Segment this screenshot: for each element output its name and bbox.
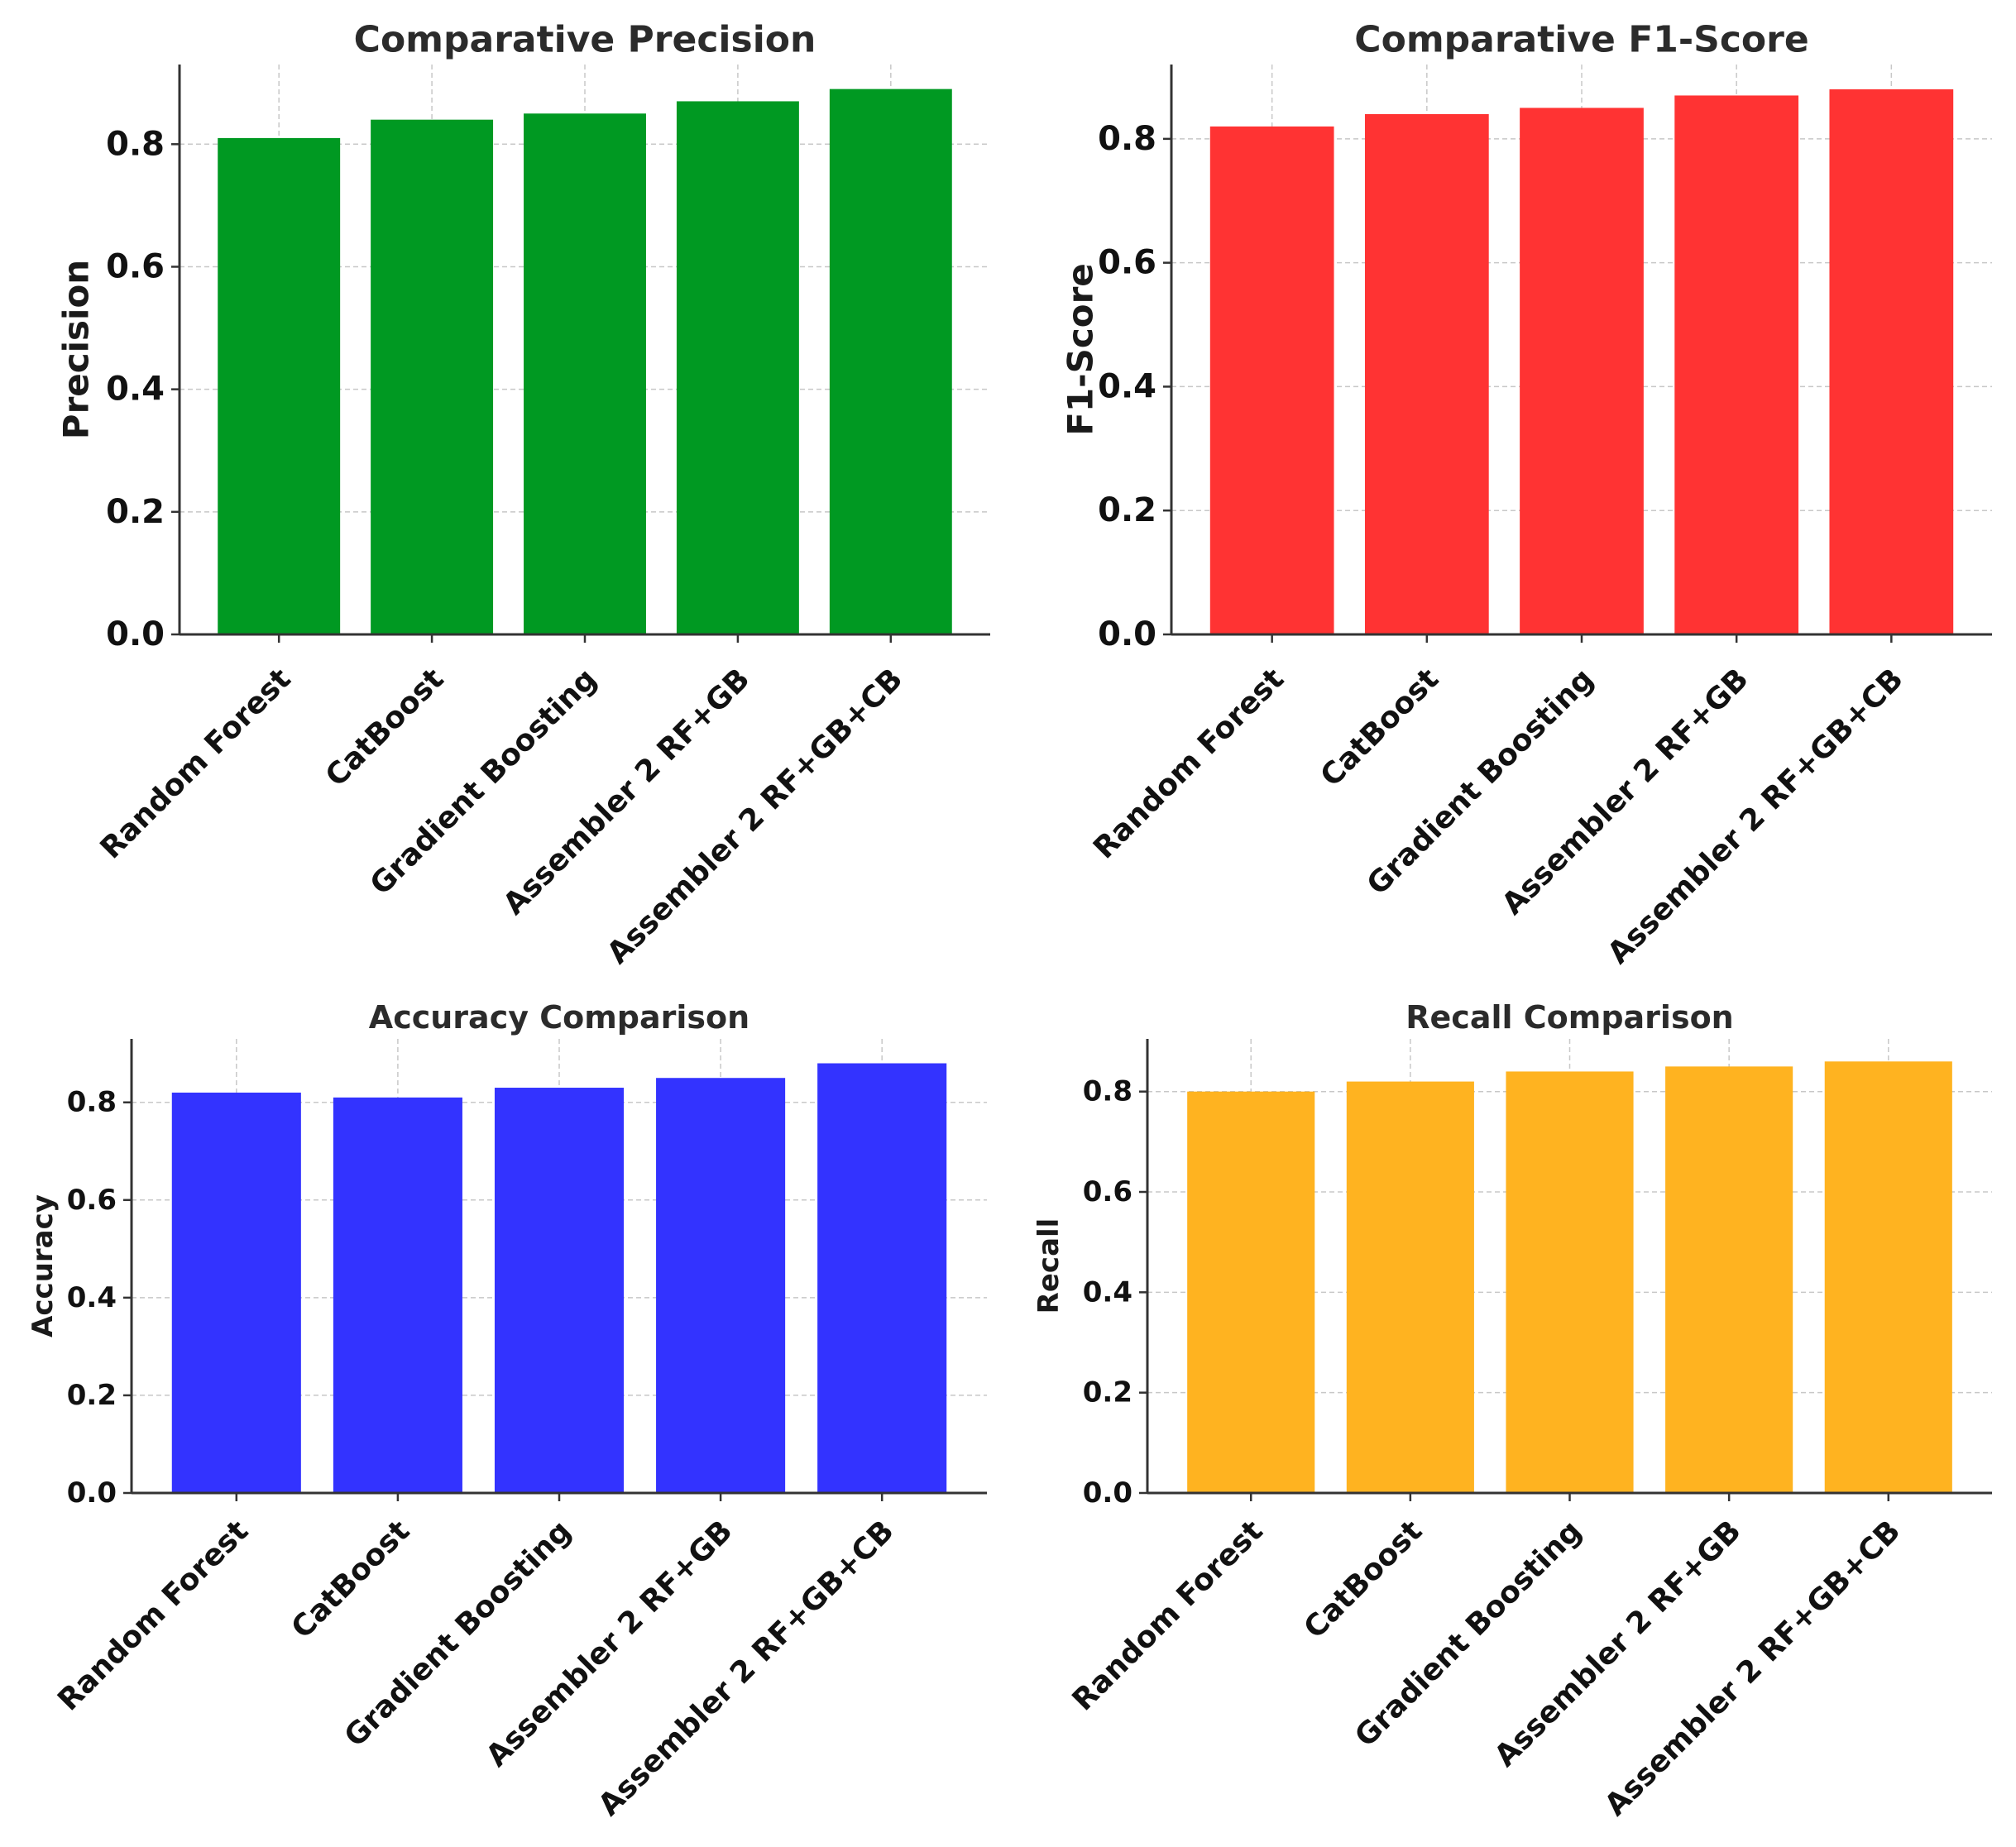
y-axis-label: Precision [56,260,97,439]
bar-5 [1829,89,1954,634]
bar-4 [1665,1066,1793,1493]
y-tick-label: 0.0 [106,615,165,653]
y-tick-label: 0.8 [1098,120,1156,158]
y-tick-label: 0.4 [67,1281,117,1314]
bar-2 [1346,1081,1474,1493]
bar-4 [656,1078,786,1493]
bar-2 [1364,113,1489,635]
bar-1 [1187,1091,1315,1493]
bar-5 [817,1063,947,1493]
y-tick-label: 0.0 [1098,615,1156,653]
y-tick-label: 0.0 [1083,1476,1133,1510]
bar-4 [1674,95,1799,634]
y-tick-label: 0.4 [1083,1275,1133,1309]
y-tick-label: 0.8 [67,1086,117,1119]
y-tick-label: 0.6 [67,1184,117,1217]
bar-1 [171,1092,301,1493]
bar-3 [1506,1071,1634,1493]
y-tick-label: 0.2 [1098,491,1156,529]
y-tick-label: 0.6 [1098,244,1156,282]
bar-4 [676,101,799,635]
y-axis-label: F1-Score [1061,263,1101,436]
y-tick-label: 0.6 [106,247,165,285]
y-tick-label: 0.0 [67,1476,117,1510]
bar-2 [371,119,494,634]
bar-2 [333,1097,462,1493]
bar-1 [218,137,341,635]
chart-title: Accuracy Comparison [369,999,749,1036]
y-tick-label: 0.8 [1083,1075,1133,1108]
chart-title: Comparative Precision [354,19,816,61]
y-tick-label: 0.2 [106,493,165,531]
bar-3 [1520,108,1644,634]
chart-title: Comparative F1-Score [1354,19,1808,61]
y-tick-label: 0.6 [1083,1175,1133,1208]
y-tick-label: 0.8 [106,125,165,163]
y-axis-label: Accuracy [26,1194,60,1337]
y-axis-label: Recall [1032,1218,1065,1314]
chart-title: Recall Comparison [1405,999,1733,1036]
bar-5 [829,89,952,635]
bar-5 [1824,1061,1952,1493]
y-tick-label: 0.4 [106,371,165,409]
bar-1 [1209,126,1334,635]
bar-3 [494,1088,625,1493]
y-tick-label: 0.2 [1083,1376,1133,1409]
y-tick-label: 0.2 [67,1379,117,1412]
bar-3 [524,113,646,635]
y-tick-label: 0.4 [1098,367,1156,405]
